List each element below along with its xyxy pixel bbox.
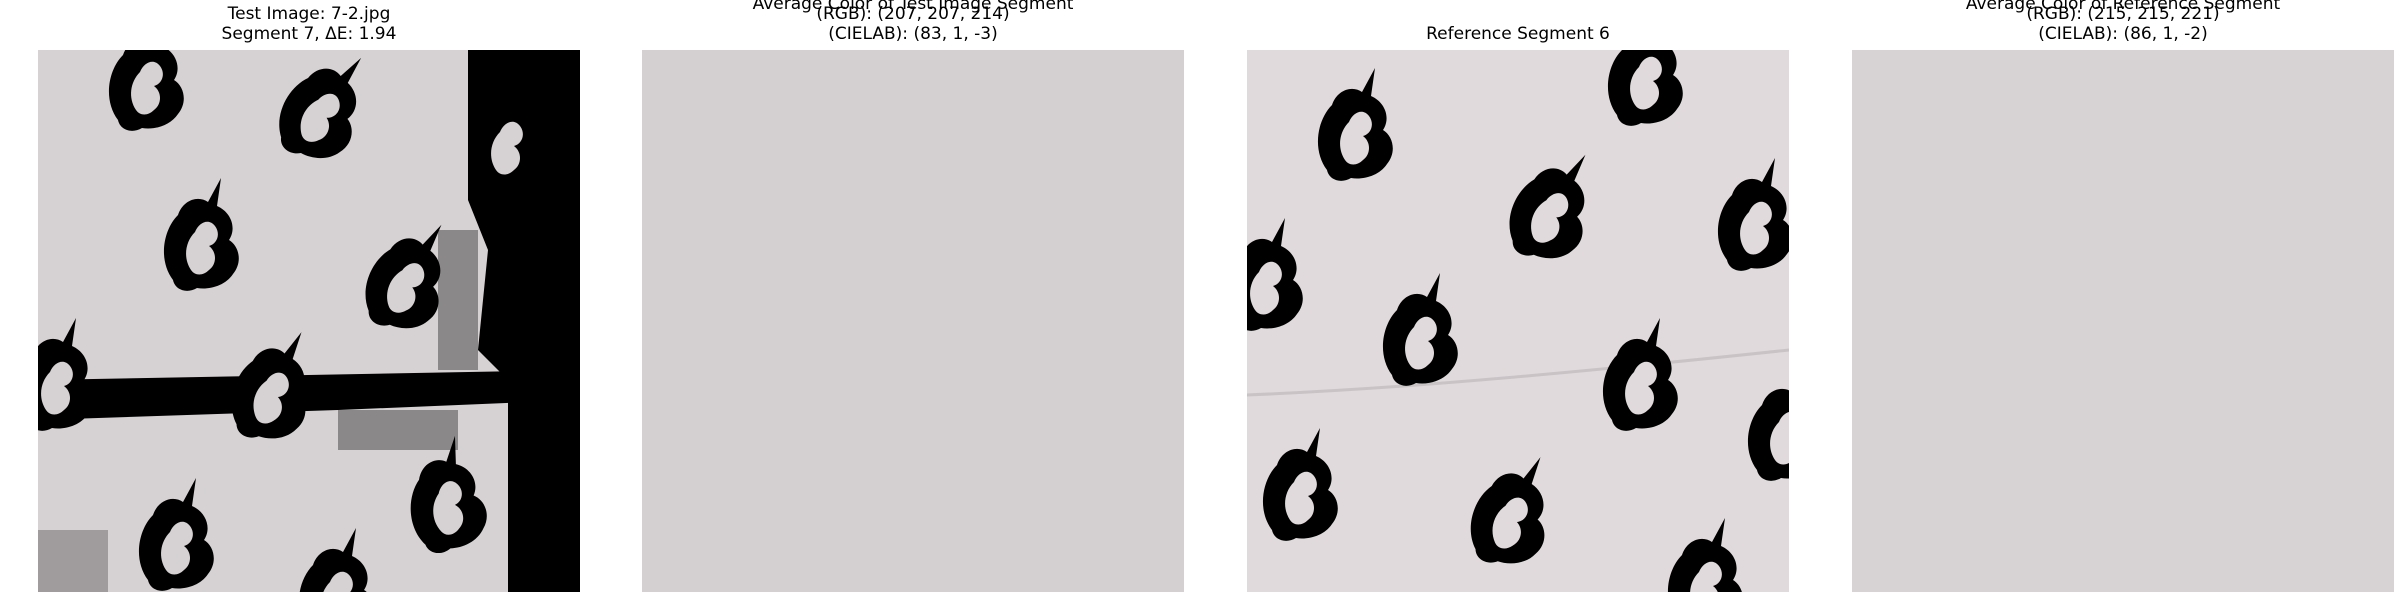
test-image-noise-3 xyxy=(38,530,108,592)
reference-image-photo xyxy=(1247,50,1789,592)
test-image-noise-2 xyxy=(438,230,478,370)
reference-average-color-swatch xyxy=(1852,50,2394,592)
test-image-noise-1 xyxy=(338,410,458,450)
test-average-rgb-label: (RGB): (207, 207, 214) xyxy=(816,4,1010,24)
test-average-color-title: Average Color of Test Image Segment xyxy=(752,0,1074,14)
test-image-dark-band xyxy=(38,370,580,420)
reference-average-swatch-frame xyxy=(1852,50,2394,592)
reference-image-frame xyxy=(1247,50,1789,592)
reference-image-unicorn-2 xyxy=(1607,50,1683,126)
panel-reference-image: Reference Segment 6 xyxy=(1247,0,1789,600)
reference-image-fold-crease xyxy=(1247,348,1789,397)
test-image-subtitle: Segment 7, ΔE: 1.94 xyxy=(221,24,397,44)
panel-test-average-color: Average Color of Test Image Segment (RGB… xyxy=(642,0,1184,600)
test-image-title: Test Image: 7-2.jpg xyxy=(227,4,391,24)
test-image-photo xyxy=(38,50,580,592)
test-average-lab-label: (CIELAB): (83, 1, -3) xyxy=(828,24,998,44)
test-average-color-swatch xyxy=(642,50,1184,592)
panel-reference-average-color: Average Color of Reference Segment (RGB)… xyxy=(1852,0,2394,600)
reference-average-lab-label: (CIELAB): (86, 1, -2) xyxy=(2038,24,2208,44)
reference-average-rgb-label: (RGB): (215, 215, 221) xyxy=(2026,4,2220,24)
reference-image-title: Reference Segment 6 xyxy=(1426,24,1610,44)
test-image-unicorn-1 xyxy=(108,50,184,131)
reference-average-color-title: Average Color of Reference Segment xyxy=(1965,0,2281,14)
test-image-frame xyxy=(38,50,580,592)
panel-test-image: Test Image: 7-2.jpg Segment 7, ΔE: 1.94 xyxy=(38,0,580,600)
test-average-swatch-frame xyxy=(642,50,1184,592)
